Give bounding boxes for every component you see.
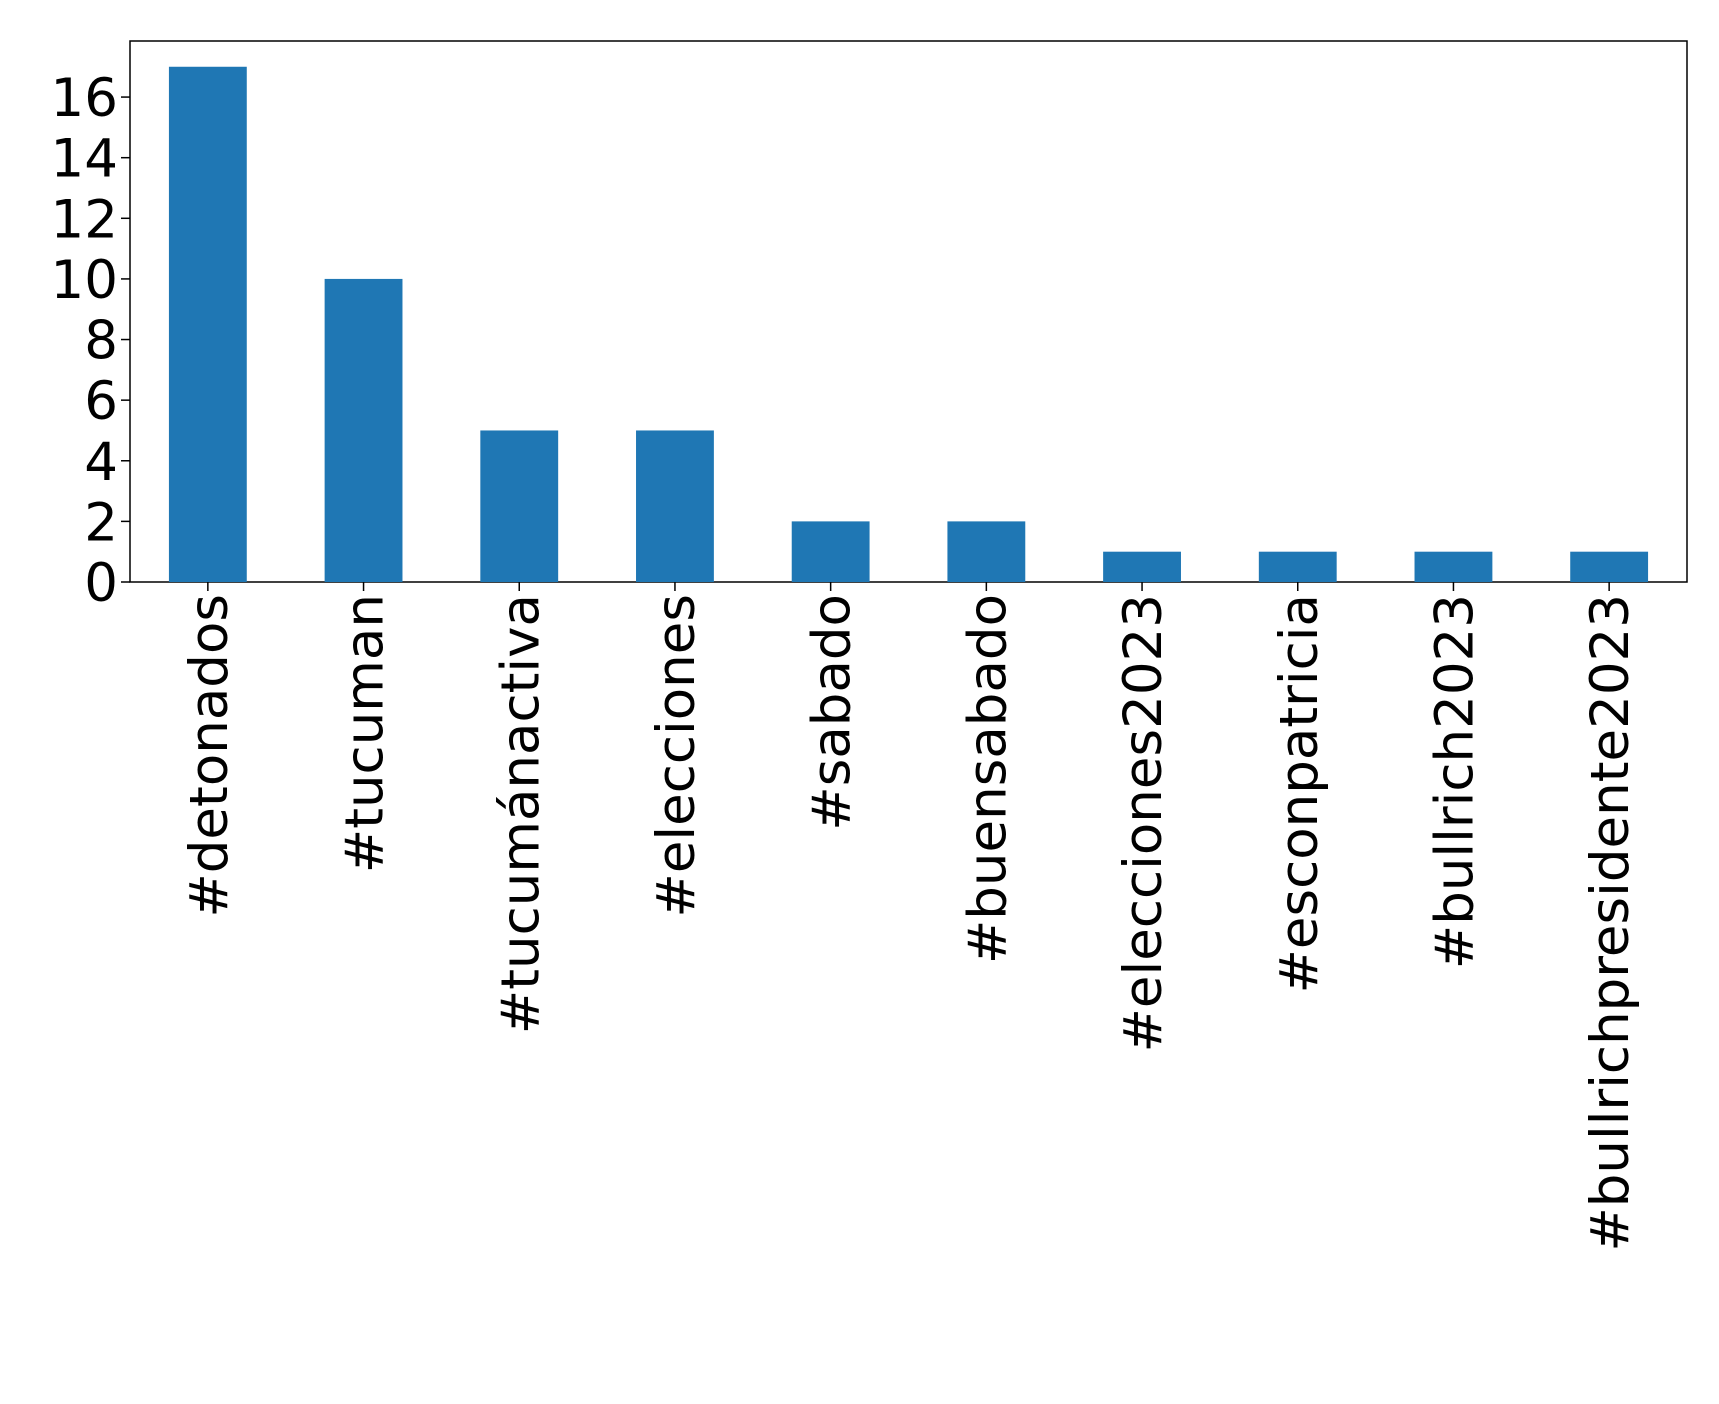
bar bbox=[947, 521, 1026, 582]
x-tick-label: #buensabado bbox=[957, 594, 1018, 964]
y-tick-label: 0 bbox=[84, 553, 118, 614]
bar bbox=[636, 430, 714, 582]
bar bbox=[168, 66, 247, 582]
y-tick-label: 6 bbox=[84, 371, 118, 432]
bar bbox=[1258, 551, 1337, 582]
x-tick-label: #bullrichpresidente2023 bbox=[1580, 594, 1641, 1252]
plot-frame bbox=[129, 40, 1688, 583]
bar bbox=[791, 521, 870, 582]
y-tick-label: 2 bbox=[84, 492, 118, 553]
y-tick-label: 12 bbox=[51, 189, 118, 250]
x-tick-label: #bullrich2023 bbox=[1424, 594, 1485, 969]
bar bbox=[1570, 551, 1649, 582]
y-tick-label: 10 bbox=[51, 250, 118, 311]
x-tick-label: #elecciones bbox=[646, 594, 707, 918]
x-tick-label: #tucumánactiva bbox=[490, 594, 551, 1034]
y-tick-label: 16 bbox=[51, 68, 118, 129]
y-tick-label: 14 bbox=[51, 129, 118, 190]
x-tick-label: #sabado bbox=[802, 594, 863, 831]
y-tick-label: 8 bbox=[84, 311, 118, 372]
x-tick-label: #detonados bbox=[179, 594, 240, 918]
y-tick-label: 4 bbox=[84, 432, 118, 493]
x-tick-label: #elecciones2023 bbox=[1113, 594, 1174, 1052]
bar bbox=[1414, 551, 1493, 582]
bar bbox=[1103, 551, 1181, 582]
bar bbox=[324, 278, 403, 582]
x-tick-label: #esconpatricia bbox=[1269, 594, 1330, 994]
bar bbox=[480, 430, 559, 582]
x-tick-label: #tucuman bbox=[335, 594, 396, 873]
